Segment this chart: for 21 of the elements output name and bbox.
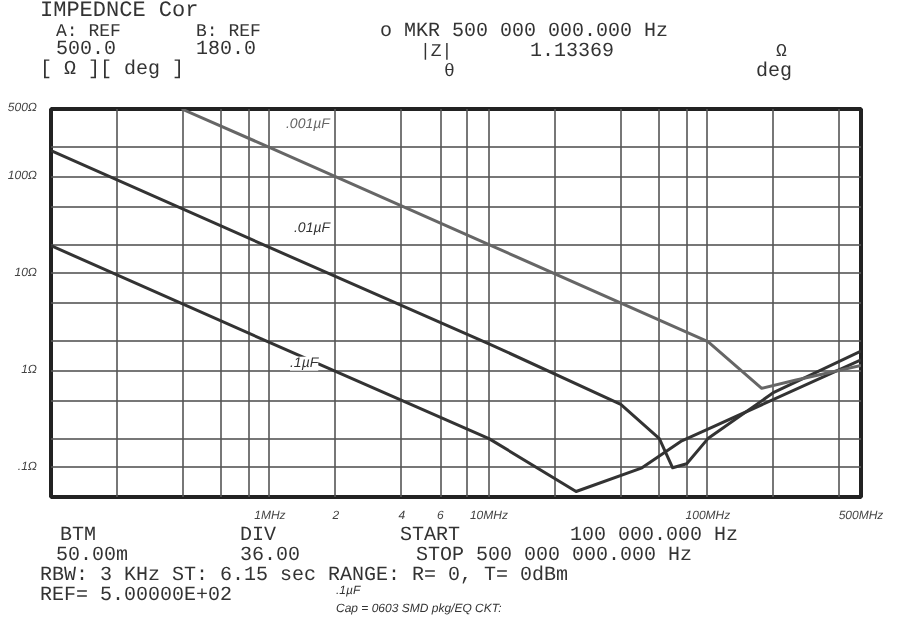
text: [ Ω ][ deg ]: [40, 60, 185, 82]
text: 500.0: [56, 40, 117, 62]
text: |Z|: [420, 42, 453, 62]
text: 50.00m: [56, 546, 129, 568]
text: BTM: [60, 526, 97, 548]
text: RBW: 3 KHz ST: 6.15 sec RANGE: R= 0, T= 0dBm: [40, 566, 569, 588]
text: DIV: [240, 526, 277, 548]
text: Ω: [776, 42, 787, 62]
text: 180.0: [196, 40, 257, 62]
chart-title: IMPEDNCE Cor: [40, 0, 199, 24]
text: B: REF: [196, 22, 261, 42]
text: START: [400, 526, 461, 548]
text: STOP 500 000 000.000 Hz: [416, 546, 693, 568]
text: o MKR 500 000 000.000 Hz: [380, 22, 669, 44]
text: 100 000.000 Hz: [570, 526, 739, 548]
text: 1.13369: [530, 42, 615, 64]
text: 36.00: [240, 546, 301, 568]
text: deg: [756, 62, 793, 84]
text: θ: [444, 62, 455, 82]
text: REF= 5.00000E+02: [40, 586, 233, 608]
text: A: REF: [56, 22, 121, 42]
